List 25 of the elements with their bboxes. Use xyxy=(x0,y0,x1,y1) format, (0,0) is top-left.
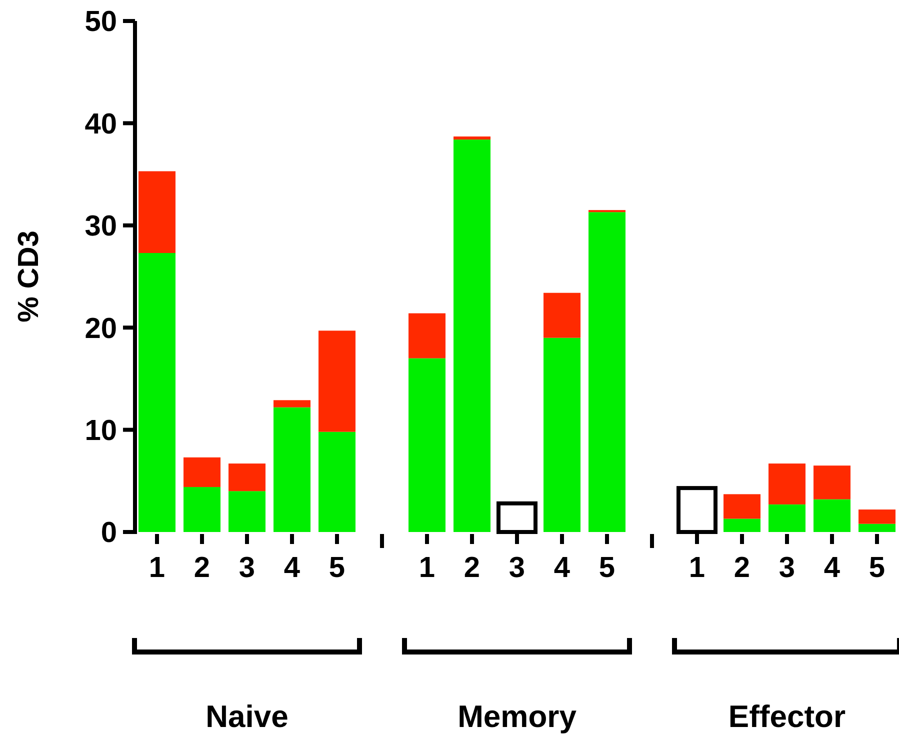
x-tick-label: 4 xyxy=(284,552,300,584)
x-tick-label: 5 xyxy=(868,552,886,584)
x-tick-label: 2 xyxy=(464,552,480,584)
x-tick-label: 2 xyxy=(194,552,210,584)
text: Effector xyxy=(728,699,846,734)
x-tick-label: 4 xyxy=(554,552,570,584)
x-tick-label: 5 xyxy=(598,552,616,584)
y-tick-label: 10 xyxy=(84,414,117,447)
x-tick-label: 3 xyxy=(778,552,796,584)
y-tick-label: 50 xyxy=(84,6,117,38)
x-tick-label: 1 xyxy=(418,552,436,584)
y-axis-title: % CD3 xyxy=(13,230,45,322)
x-tick-label: 3 xyxy=(508,552,526,584)
text: Naive xyxy=(206,699,288,734)
y-tick-label: 20 xyxy=(84,312,117,345)
text: Memory xyxy=(458,699,578,734)
x-tick-label: 2 xyxy=(734,552,750,584)
y-tick-label: 40 xyxy=(84,108,117,140)
y-tick-label: 0 xyxy=(100,517,117,550)
x-tick-label: 4 xyxy=(824,552,840,584)
x-tick-label: 1 xyxy=(148,552,166,584)
y-tick-label: 30 xyxy=(84,210,117,243)
x-tick-label: 5 xyxy=(328,552,346,584)
x-tick-label: 3 xyxy=(238,552,256,584)
x-tick-label: 1 xyxy=(688,552,706,584)
